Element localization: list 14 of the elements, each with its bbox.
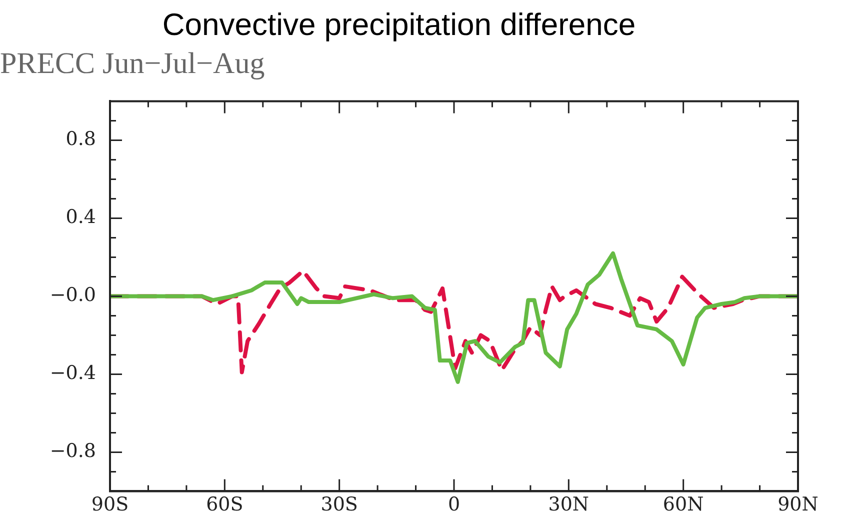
x-tick-label: 60N bbox=[662, 494, 704, 516]
y-tick-label: 0.8 bbox=[66, 128, 96, 150]
x-tick-label: 30N bbox=[548, 494, 590, 516]
y-tick-label: −0.0 bbox=[50, 284, 96, 306]
x-tick-label: 60S bbox=[206, 494, 244, 516]
y-tick-label: −0.4 bbox=[50, 362, 96, 384]
y-tick-label: 0.4 bbox=[66, 206, 96, 228]
x-tick-label: 30S bbox=[320, 494, 358, 516]
chart-title: Convective precipitation difference bbox=[162, 7, 636, 42]
x-tick-label: 90S bbox=[91, 494, 129, 516]
y-tick-label: −0.8 bbox=[50, 440, 96, 462]
x-tick-label: 90N bbox=[778, 494, 818, 516]
x-tick-label: 0 bbox=[448, 494, 460, 516]
chart-subtitle: PRECC Jun−Jul−Aug bbox=[0, 47, 265, 80]
